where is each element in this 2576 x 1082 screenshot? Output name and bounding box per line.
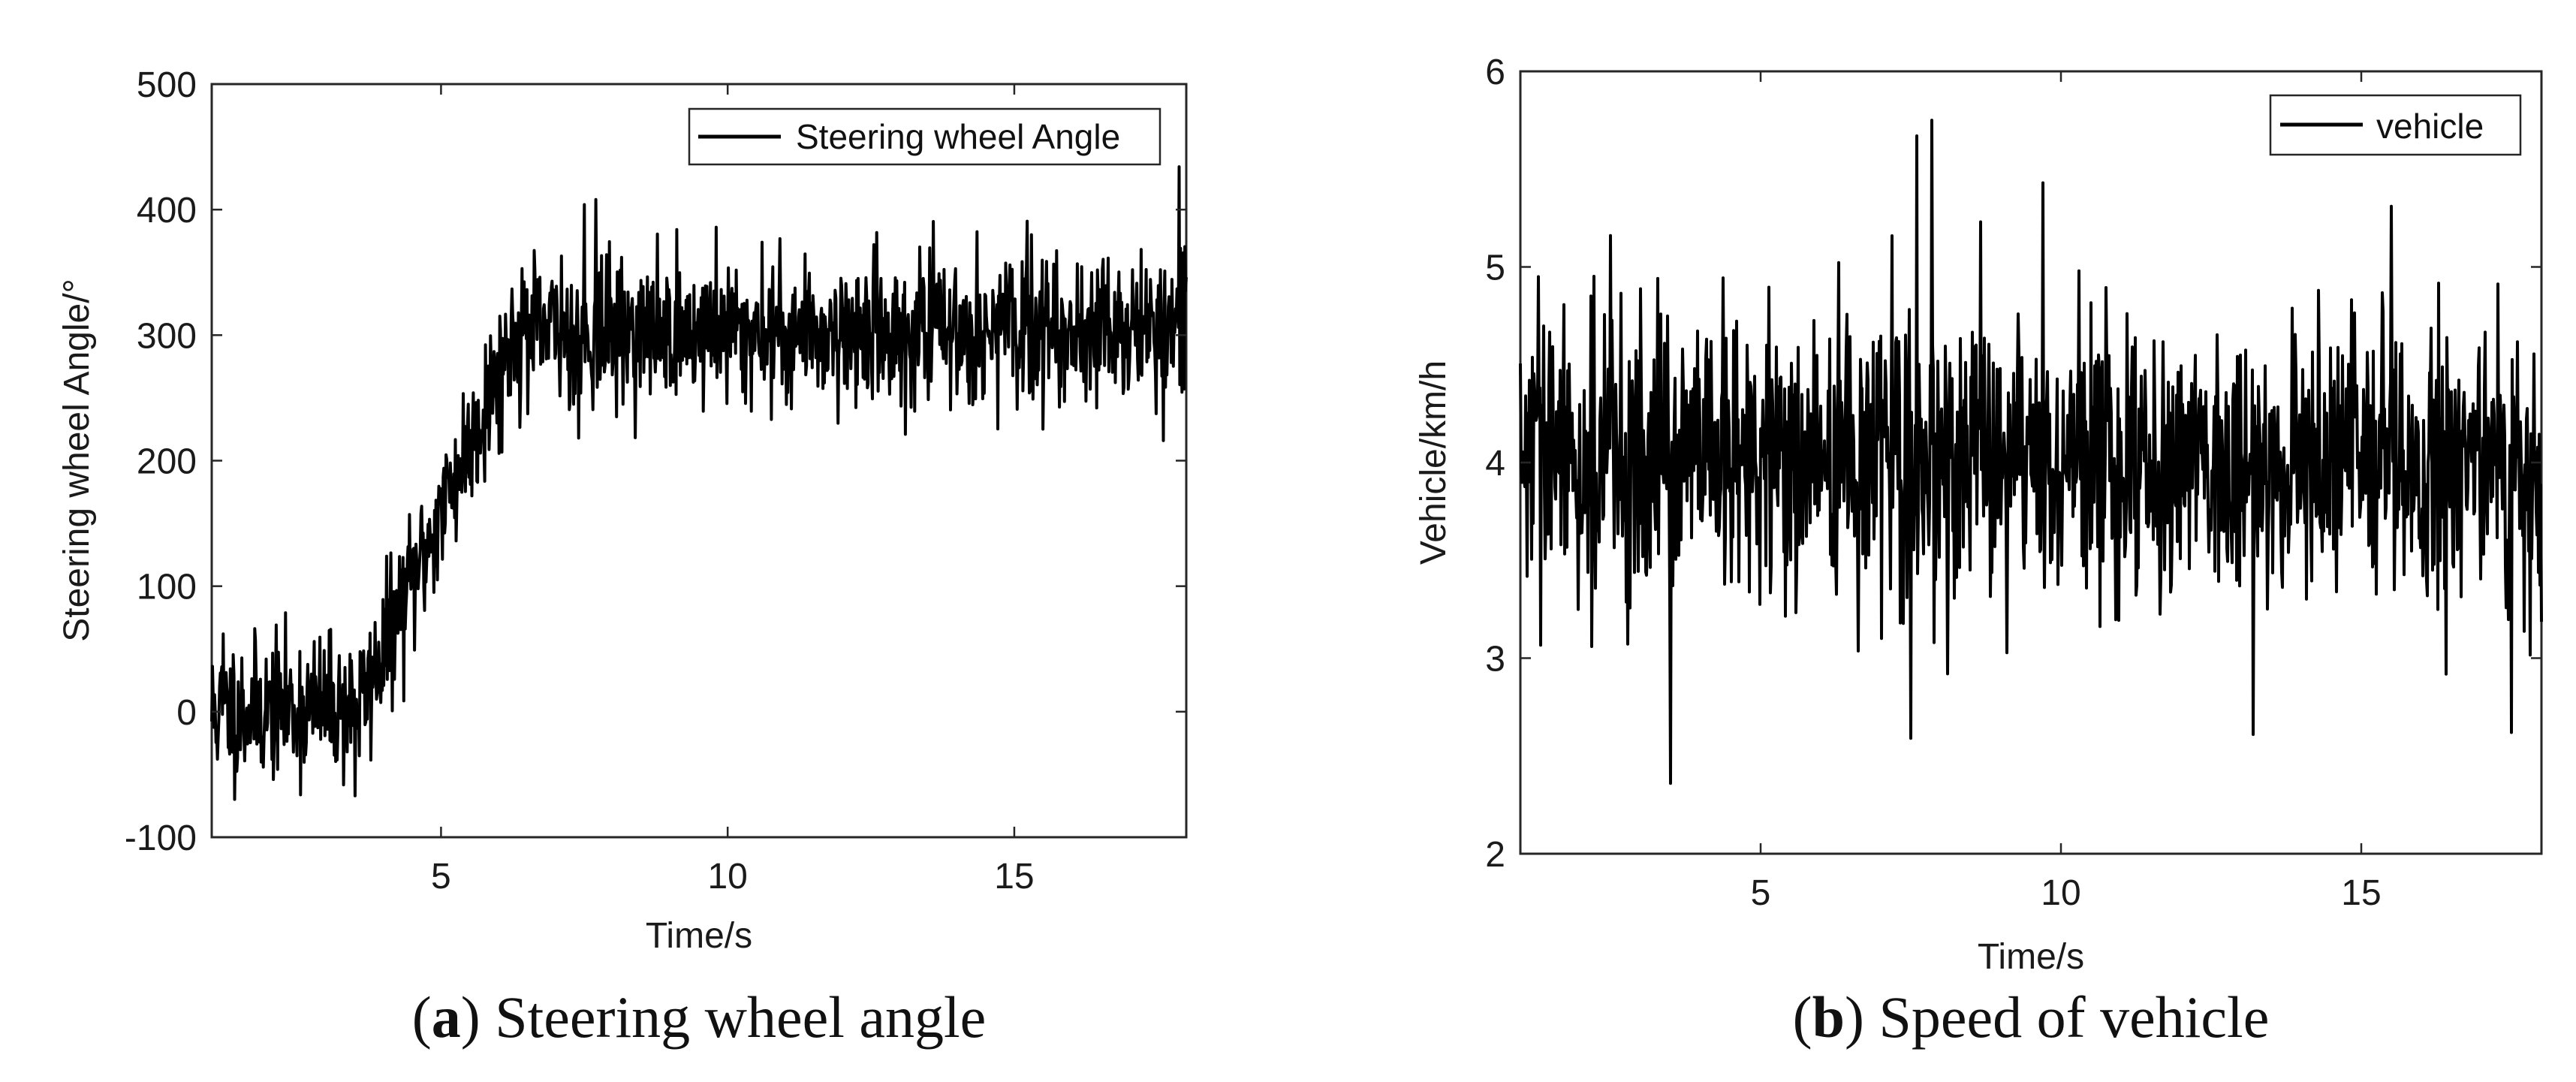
- panel-b-speed-of-vehicle: 5 10 15 2 3 4 5 6 vehicle Time/s Vehicle/km/h: [1414, 53, 2543, 977]
- y-tick-label-b-2: 2: [1485, 835, 1505, 875]
- caption-text-b: Speed of vehicle: [1879, 984, 2270, 1050]
- x-tick-label-a-10: 10: [707, 857, 747, 897]
- y-axis-label-b: Vehicle/km/h: [1414, 360, 1454, 565]
- series-vehicle: [1519, 119, 2543, 785]
- x-tick-label-a-15: 15: [994, 857, 1034, 897]
- x-tick-label-a-5: 5: [431, 857, 451, 897]
- legend-label-b: vehicle: [2376, 107, 2484, 146]
- x-axis-label-a: Time/s: [646, 916, 752, 956]
- legend-a: Steering wheel Angle: [688, 107, 1161, 166]
- y-tick-label-b-6: 6: [1485, 53, 1505, 92]
- x-tick-label-b-15: 15: [2341, 873, 2381, 913]
- caption-a: (a) Steering wheel angle: [411, 984, 987, 1050]
- x-tick-label-b-10: 10: [2041, 873, 2080, 913]
- y-axis-label-a: Steering wheel Angle/°: [57, 279, 97, 642]
- panel-a-steering-wheel-angle: 5 10 15 -100 0 100 200 300 400 500 Steering wheel…: [57, 65, 1188, 956]
- legend-b: vehicle: [2269, 94, 2522, 156]
- y-tick-label-a-200: 200: [137, 442, 197, 482]
- y-tick-label-a-400: 400: [137, 191, 197, 231]
- caption-text-a: Steering wheel angle: [495, 984, 987, 1050]
- caption-letter-b: b: [1812, 984, 1845, 1050]
- series-line-a: [210, 165, 1188, 801]
- y-tick-label-a-300: 300: [137, 316, 197, 356]
- plot-area-a: [210, 83, 1188, 839]
- legend-label-a: Steering wheel Angle: [796, 117, 1120, 156]
- y-tick-label-b-5: 5: [1485, 249, 1505, 288]
- x-tick-label-b-5: 5: [1751, 873, 1771, 913]
- y-tick-label-a--100: -100: [125, 818, 197, 858]
- y-tick-label-b-3: 3: [1485, 640, 1505, 680]
- caption-letter-a: a: [431, 984, 461, 1050]
- y-tick-label-a-100: 100: [137, 568, 197, 607]
- y-tick-label-a-0: 0: [176, 693, 197, 733]
- y-tick-label-b-4: 4: [1485, 444, 1505, 484]
- caption-b: (b) Speed of vehicle: [1792, 984, 2270, 1050]
- x-axis-label-b: Time/s: [1978, 937, 2084, 977]
- series-line-b: [1519, 119, 2543, 785]
- y-tick-label-a-500: 500: [137, 65, 197, 105]
- series-steering-wheel-angle: [210, 165, 1188, 801]
